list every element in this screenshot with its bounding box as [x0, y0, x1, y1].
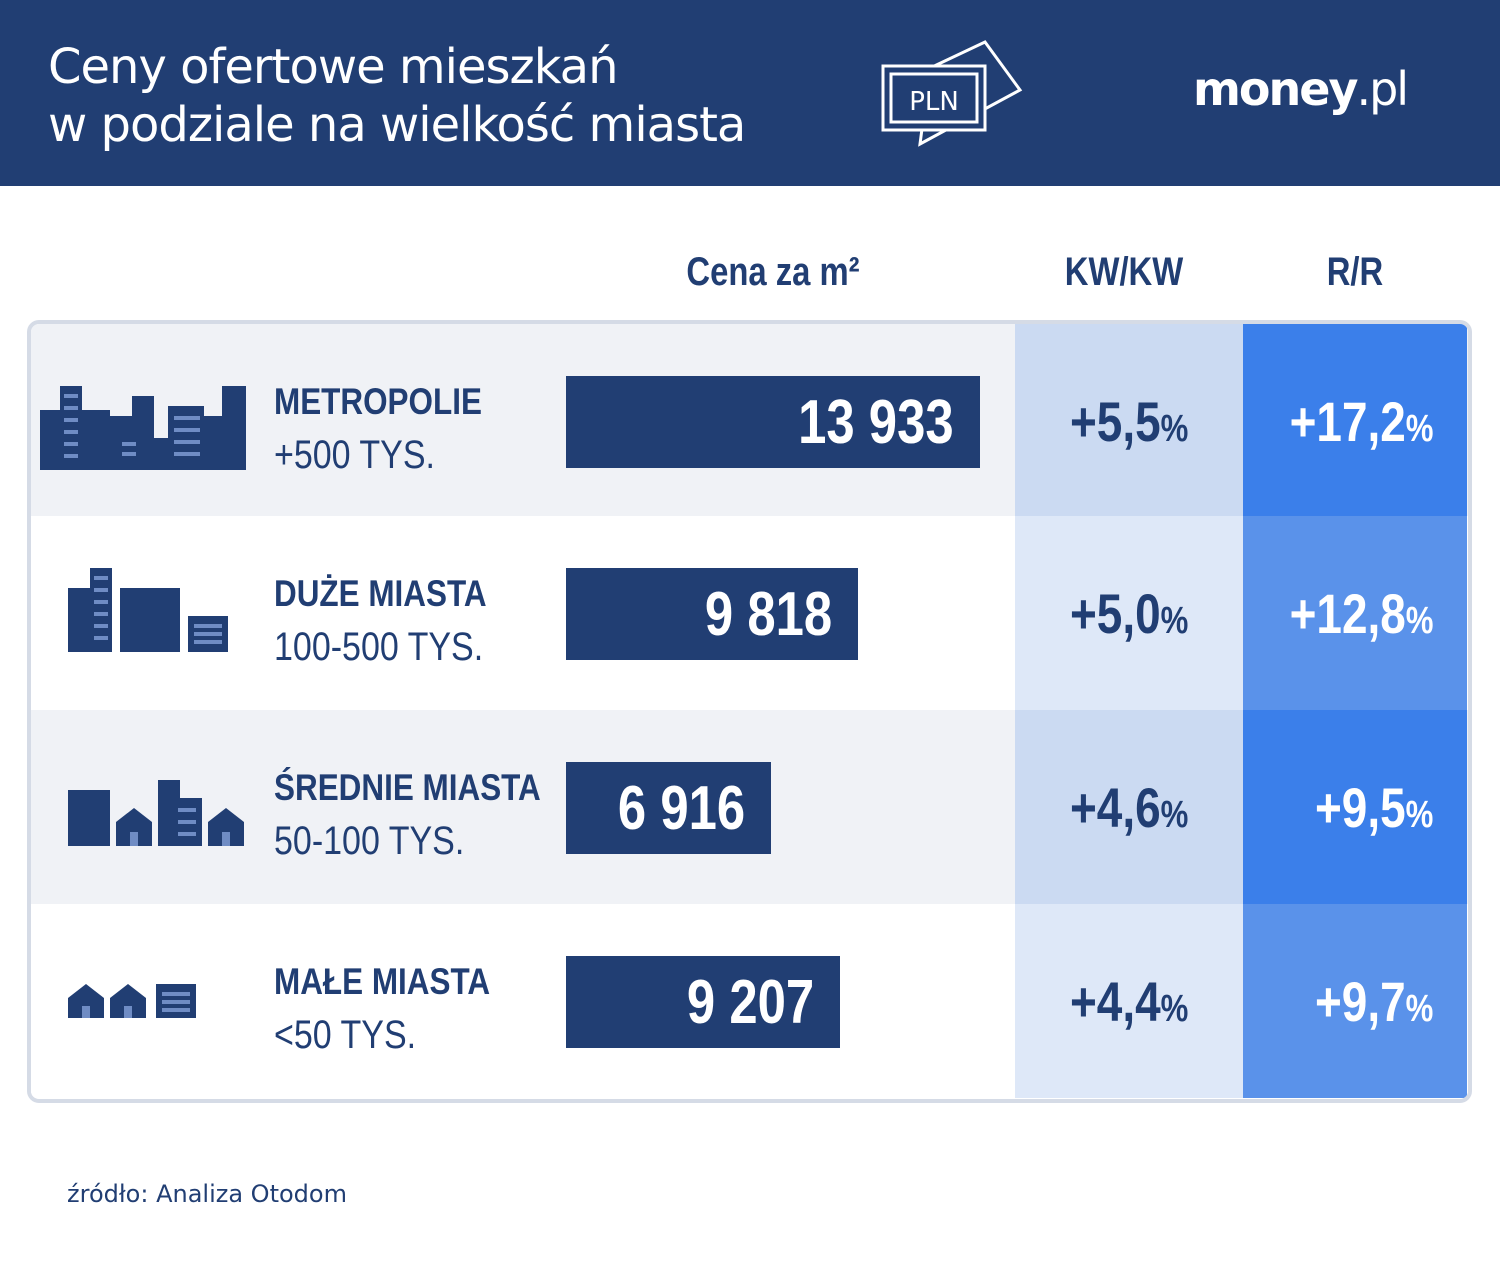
- table-row: DUŻE MIASTA 100-500 TYS. 9 818 +5,0% +12…: [31, 516, 1468, 710]
- medium-city-icon: [68, 780, 244, 851]
- price-table: METROPOLIE +500 TYS. 13 933 +5,5% +17,2%…: [27, 320, 1472, 1103]
- yoy-value: +12,8: [1289, 581, 1406, 645]
- small-town-icon: [68, 982, 198, 1023]
- qoq-value: +4,4: [1069, 969, 1161, 1033]
- qoq-cell: +5,0%: [1015, 516, 1243, 710]
- price-value: 9 818: [704, 579, 832, 649]
- city-category: ŚREDNIE MIASTA: [274, 767, 541, 808]
- qoq-value: +4,6: [1069, 775, 1161, 839]
- price-value: 13 933: [798, 387, 954, 457]
- population-range: 100-500 TYS.: [274, 625, 484, 669]
- city-size-label: ŚREDNIE MIASTA 50-100 TYS.: [274, 762, 541, 868]
- yoy-cell: +12,8%: [1243, 516, 1467, 710]
- yoy-cell: +9,5%: [1243, 710, 1467, 904]
- yoy-cell: +9,7%: [1243, 904, 1467, 1098]
- price-bar: 9 207: [566, 956, 840, 1048]
- qoq-cell: +4,4%: [1015, 904, 1243, 1098]
- column-header-price: Cena za m²: [686, 250, 860, 294]
- price-bar: 9 818: [566, 568, 858, 660]
- page-title: Ceny ofertowe mieszkań w podziale na wie…: [48, 39, 746, 153]
- table-row: METROPOLIE +500 TYS. 13 933 +5,5% +17,2%: [31, 324, 1468, 518]
- yoy-cell: +17,2%: [1243, 324, 1467, 518]
- city-category: METROPOLIE: [274, 381, 482, 422]
- table-row: ŚREDNIE MIASTA 50-100 TYS. 6 916 +4,6% +…: [31, 710, 1468, 904]
- yoy-value: +17,2: [1289, 389, 1406, 453]
- yoy-value: +9,7: [1314, 969, 1406, 1033]
- city-size-label: METROPOLIE +500 TYS.: [274, 376, 482, 482]
- population-range: <50 TYS.: [274, 1013, 417, 1057]
- metropolis-icon: [40, 386, 246, 475]
- qoq-cell: +4,6%: [1015, 710, 1243, 904]
- price-value: 6 916: [617, 773, 745, 843]
- svg-text:PLN: PLN: [909, 87, 959, 117]
- population-range: 50-100 TYS.: [274, 819, 465, 863]
- yoy-value: +9,5: [1314, 775, 1406, 839]
- money-pl-logo: money.pl: [1193, 62, 1409, 116]
- population-range: +500 TYS.: [274, 433, 435, 477]
- city-category: MAŁE MIASTA: [274, 961, 491, 1002]
- table-row: MAŁE MIASTA <50 TYS. 9 207 +4,4% +9,7%: [31, 904, 1468, 1098]
- large-city-icon: [68, 568, 230, 657]
- price-bar: 13 933: [566, 376, 980, 468]
- source-note: źródło: Analiza Otodom: [67, 1180, 347, 1208]
- banknote-icon: PLN: [881, 40, 1023, 147]
- price-value: 9 207: [686, 967, 814, 1037]
- city-category: DUŻE MIASTA: [274, 573, 487, 614]
- qoq-cell: +5,5%: [1015, 324, 1243, 518]
- city-size-label: DUŻE MIASTA 100-500 TYS.: [274, 568, 487, 674]
- qoq-value: +5,5: [1069, 389, 1161, 453]
- price-bar: 6 916: [566, 762, 771, 854]
- column-header-qoq: KW/KW: [1064, 250, 1184, 294]
- qoq-value: +5,0: [1069, 581, 1161, 645]
- header: Ceny ofertowe mieszkań w podziale na wie…: [0, 0, 1500, 186]
- column-header-yoy: R/R: [1326, 250, 1384, 294]
- city-size-label: MAŁE MIASTA <50 TYS.: [274, 956, 490, 1062]
